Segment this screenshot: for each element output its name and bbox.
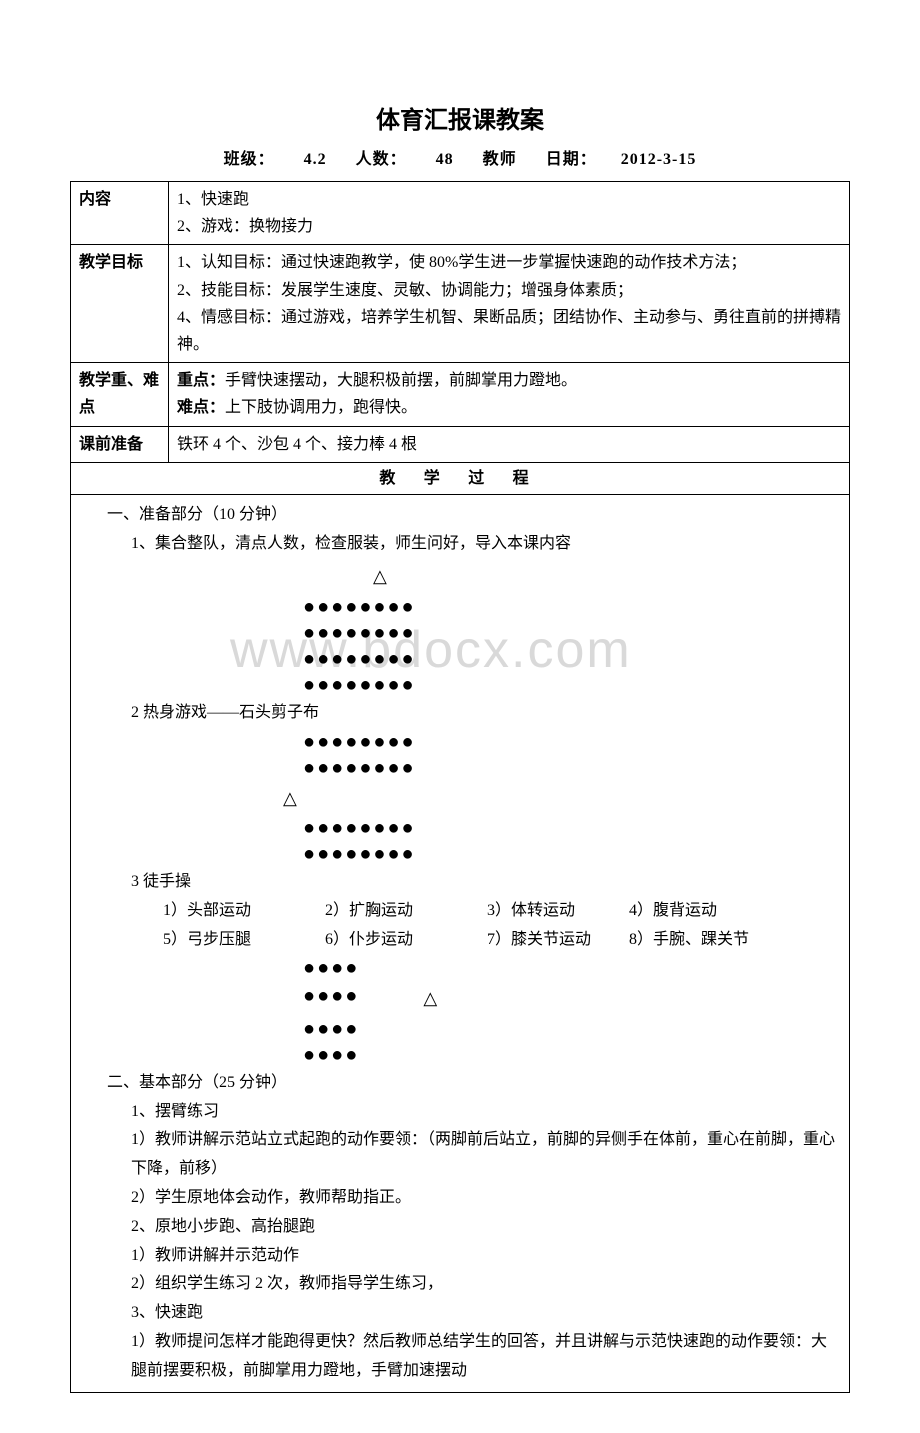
process-cell: 一、准备部分（10 分钟） 1、集合整队，清点人数，检查服装，师生问好，导入本课… bbox=[71, 494, 850, 1392]
count-label: 人数： bbox=[356, 151, 407, 168]
diff-text: 上下肢协调用力，跑得快。 bbox=[225, 399, 417, 416]
content-line: 2、游戏：换物接力 bbox=[177, 213, 841, 240]
exercise-item: 6）仆步运动 bbox=[325, 926, 465, 955]
exercise-row: 5）弓步压腿 6）仆步运动 7）膝关节运动 8）手腕、踝关节 bbox=[83, 926, 837, 955]
formation-triangle: △ bbox=[83, 560, 837, 592]
exercise-item: 1）头部运动 bbox=[163, 897, 303, 926]
content-cell: 1、快速跑 2、游戏：换物接力 bbox=[169, 182, 850, 245]
class-value: 4.2 bbox=[304, 151, 327, 168]
exercise-item: 3）体转运动 bbox=[487, 897, 607, 926]
class-label: 班级： bbox=[224, 151, 275, 168]
lesson-table: 内容 1、快速跑 2、游戏：换物接力 教学目标 1、认知目标：通过快速跑教学，使… bbox=[70, 181, 850, 1393]
table-row: 课前准备 铁环 4 个、沙包 4 个、接力棒 4 根 bbox=[71, 426, 850, 462]
part1-title: 一、准备部分（10 分钟） bbox=[83, 501, 837, 530]
key-text: 手臂快速摆动，大腿积极前摆，前脚掌用力蹬地。 bbox=[225, 372, 577, 389]
date-label: 日期： bbox=[546, 151, 597, 168]
exercise-item: 7）膝关节运动 bbox=[487, 926, 607, 955]
formation-triangle: △ bbox=[423, 982, 437, 1014]
formation-dots: ●●●● bbox=[83, 956, 837, 980]
formation-triangle: △ bbox=[83, 782, 837, 814]
diff-label: 难点： bbox=[177, 399, 225, 416]
meta-row: 班级： 4.2 人数： 48 教师 日期： 2012-3-15 bbox=[70, 145, 850, 169]
exercise-item: 4）腹背运动 bbox=[629, 897, 717, 926]
objectives-cell: 1、认知目标：通过快速跑教学，使 80%学生进一步掌握快速跑的动作技术方法； 2… bbox=[169, 245, 850, 363]
process-line: 1）教师提问怎样才能跑得更快？然后教师总结学生的回答，并且讲解与示范快速跑的动作… bbox=[83, 1328, 837, 1386]
formation-dots: ●●●● bbox=[83, 1043, 837, 1067]
table-row: 一、准备部分（10 分钟） 1、集合整队，清点人数，检查服装，师生问好，导入本课… bbox=[71, 494, 850, 1392]
table-row: 教 学 过 程 bbox=[71, 462, 850, 494]
formation-dots: ●●●●●●●● bbox=[83, 647, 837, 671]
process-line: 1、集合整队，清点人数，检查服装，师生问好，导入本课内容 bbox=[83, 530, 837, 559]
part2-title: 二、基本部分（25 分钟） bbox=[83, 1069, 837, 1098]
formation-dots: ●●●● bbox=[83, 984, 359, 1008]
process-line: 2、原地小步跑、高抬腿跑 bbox=[83, 1213, 837, 1242]
process-line: 2 热身游戏——石头剪子布 bbox=[83, 699, 837, 728]
process-line: 1、摆臂练习 bbox=[83, 1098, 837, 1127]
keypoints-label: 教学重、难点 bbox=[71, 363, 169, 426]
formation-dots: ●●●● bbox=[83, 1017, 837, 1041]
prep-label: 课前准备 bbox=[71, 426, 169, 462]
objective-line: 4、情感目标：通过游戏，培养学生机智、果断品质；团结协作、主动参与、勇往直前的拼… bbox=[177, 304, 841, 358]
objective-line: 1、认知目标：通过快速跑教学，使 80%学生进一步掌握快速跑的动作技术方法； bbox=[177, 249, 841, 276]
exercise-row: 1）头部运动 2）扩胸运动 3）体转运动 4）腹背运动 bbox=[83, 897, 837, 926]
table-row: 内容 1、快速跑 2、游戏：换物接力 bbox=[71, 182, 850, 245]
exercise-item: 2）扩胸运动 bbox=[325, 897, 465, 926]
date-value: 2012-3-15 bbox=[621, 151, 697, 168]
formation-dots: ●●●●●●●● bbox=[83, 842, 837, 866]
objective-line: 2、技能目标：发展学生速度、灵敏、协调能力；增强身体素质； bbox=[177, 277, 841, 304]
content-label: 内容 bbox=[71, 182, 169, 245]
objectives-label: 教学目标 bbox=[71, 245, 169, 363]
page-title: 体育汇报课教案 bbox=[70, 100, 850, 135]
teacher-label: 教师 bbox=[483, 151, 517, 168]
process-line: 1）教师讲解并示范动作 bbox=[83, 1242, 837, 1271]
formation-dots: ●●●●●●●● bbox=[83, 816, 837, 840]
process-line: 2）组织学生练习 2 次，教师指导学生练习， bbox=[83, 1270, 837, 1299]
exercise-item: 8）手腕、踝关节 bbox=[629, 926, 749, 955]
formation-line: ●●●● △ bbox=[83, 982, 837, 1014]
exercise-item: 5）弓步压腿 bbox=[163, 926, 303, 955]
warmup-label: 2 热身游戏——石头剪子布 bbox=[83, 699, 319, 728]
formation-dots: ●●●●●●●● bbox=[83, 673, 837, 697]
process-line: 3 徒手操 bbox=[83, 868, 837, 897]
content-line: 1、快速跑 bbox=[177, 186, 841, 213]
formation-dots: ●●●●●●●● bbox=[83, 595, 837, 619]
table-row: 教学目标 1、认知目标：通过快速跑教学，使 80%学生进一步掌握快速跑的动作技术… bbox=[71, 245, 850, 363]
keypoints-cell: 重点：手臂快速摆动，大腿积极前摆，前脚掌用力蹬地。 难点：上下肢协调用力，跑得快… bbox=[169, 363, 850, 426]
table-row: 教学重、难点 重点：手臂快速摆动，大腿积极前摆，前脚掌用力蹬地。 难点：上下肢协… bbox=[71, 363, 850, 426]
process-line: 1）教师讲解示范站立式起跑的动作要领：（两脚前后站立，前脚的异侧手在体前，重心在… bbox=[83, 1126, 837, 1184]
process-line: 3、快速跑 bbox=[83, 1299, 837, 1328]
process-header: 教 学 过 程 bbox=[71, 462, 850, 494]
formation-dots: ●●●●●●●● bbox=[83, 730, 837, 754]
count-value: 48 bbox=[436, 151, 454, 168]
process-line: 2）学生原地体会动作，教师帮助指正。 bbox=[83, 1184, 837, 1213]
formation-dots: ●●●●●●●● bbox=[83, 621, 837, 645]
prep-cell: 铁环 4 个、沙包 4 个、接力棒 4 根 bbox=[169, 426, 850, 462]
key-label: 重点： bbox=[177, 372, 225, 389]
formation-dots: ●●●●●●●● bbox=[83, 756, 837, 780]
